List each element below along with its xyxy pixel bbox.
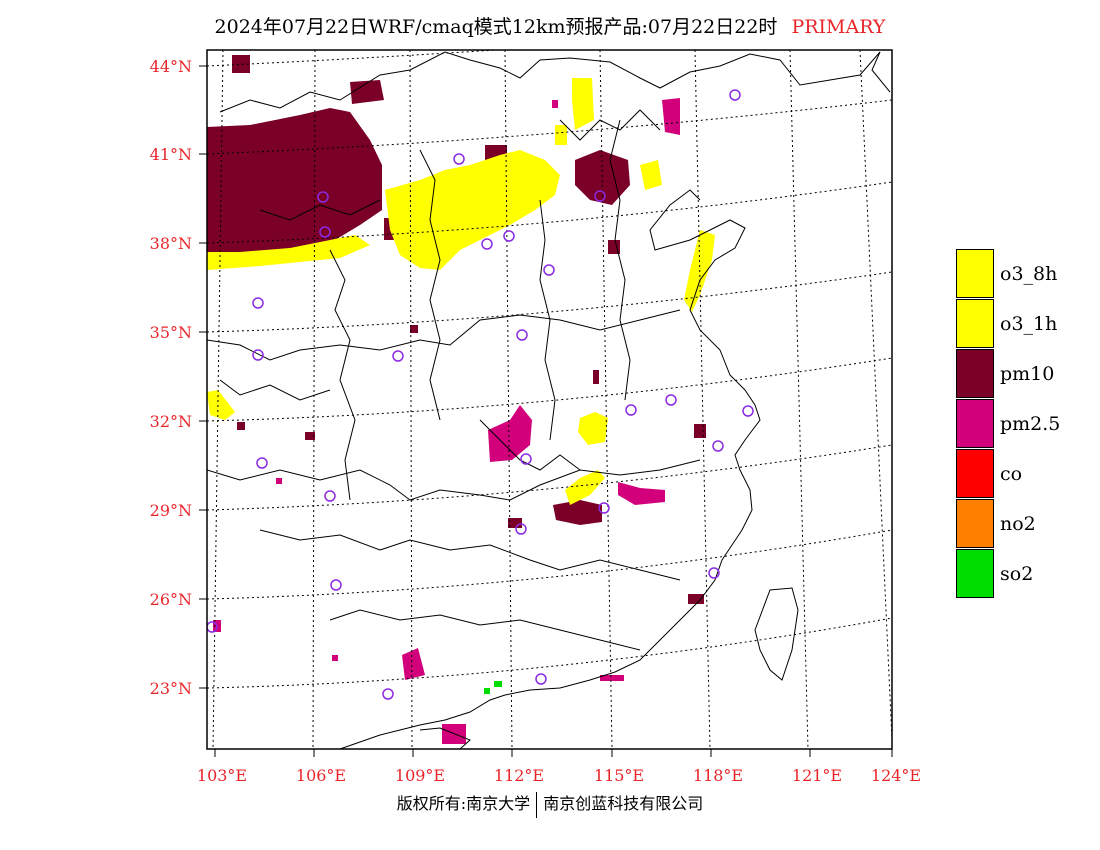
legend-swatch (956, 249, 994, 298)
legend-item: o3_1h (956, 299, 1060, 349)
copyright-footer: 版权所有:南京大学 南京创蓝科技有限公司 (0, 790, 1100, 818)
legend-swatch (956, 499, 994, 548)
legend-swatch (956, 449, 994, 498)
station-markers (207, 89, 754, 700)
legend-swatch (956, 349, 994, 398)
boundaries (207, 51, 891, 749)
lat-label: 29°N (150, 501, 192, 520)
legend-item: pm10 (956, 349, 1060, 399)
legend-item: o3_8h (956, 249, 1060, 299)
lat-label: 44°N (150, 57, 192, 76)
map-content (207, 50, 892, 749)
map-title: 2024年07月22日WRF/cmaq模式12km预报产品:07月22日22时 P… (0, 12, 1100, 39)
legend-label: no2 (1000, 513, 1036, 535)
lon-label: 118°E (693, 766, 743, 785)
legend-label: so2 (1000, 563, 1034, 585)
legend-swatch (956, 399, 994, 448)
primary-tag: PRIMARY (791, 16, 886, 38)
lon-label: 124°E (871, 766, 921, 785)
graticule (207, 50, 892, 749)
lat-label: 32°N (150, 412, 192, 431)
lon-label: 106°E (296, 766, 346, 785)
legend-item: no2 (956, 499, 1060, 549)
legend-item: pm2.5 (956, 399, 1060, 449)
footer-divider (536, 791, 538, 818)
legend-swatch (956, 549, 994, 598)
lat-label: 23°N (150, 679, 192, 698)
legend-item: so2 (956, 549, 1060, 599)
lat-label: 41°N (150, 145, 192, 164)
lat-label: 38°N (150, 234, 192, 253)
copyright-left: 版权所有:南京大学 (396, 794, 531, 813)
pollutant-legend: o3_8h o3_1h pm10 pm2.5 co no2 so2 (956, 249, 1060, 599)
legend-label: o3_1h (1000, 313, 1058, 335)
title-text: 2024年07月22日WRF/cmaq模式12km预报产品:07月22日22时 (214, 16, 778, 38)
latitude-axis: 44°N 41°N 38°N 35°N 32°N 29°N 26°N 23°N (150, 57, 207, 698)
longitude-axis: 103°E 106°E 109°E 112°E 115°E 118°E 121°… (197, 749, 921, 785)
map-frame (206, 49, 893, 750)
copyright-right: 南京创蓝科技有限公司 (543, 794, 704, 813)
so2-areas (484, 681, 502, 694)
legend-label: o3_8h (1000, 263, 1058, 285)
legend-label: co (1000, 463, 1023, 485)
lon-label: 112°E (494, 766, 544, 785)
lon-label: 121°E (792, 766, 842, 785)
lon-label: 109°E (395, 766, 445, 785)
lat-label: 26°N (150, 590, 192, 609)
legend-item: co (956, 449, 1060, 499)
lon-label: 103°E (197, 766, 247, 785)
legend-swatch (956, 299, 994, 348)
legend-label: pm10 (1000, 363, 1055, 385)
pm10-areas (207, 55, 706, 604)
legend-label: pm2.5 (1000, 413, 1061, 435)
lon-label: 115°E (594, 766, 644, 785)
lat-label: 35°N (150, 323, 192, 342)
pm25-areas (213, 98, 680, 744)
